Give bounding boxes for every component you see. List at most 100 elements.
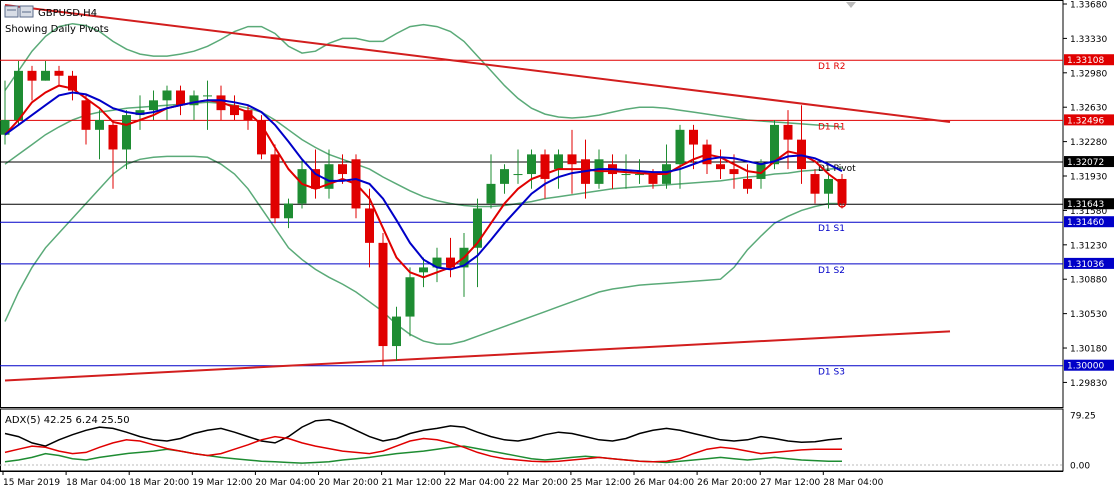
trendline-layer [4, 3, 951, 382]
time-tick-label: 22 Mar 04:00 [445, 478, 505, 488]
candle-bull [14, 70, 23, 120]
pivot-price-tag [1064, 54, 1114, 66]
pivot-price-tag [1064, 216, 1114, 228]
pivot-name-label: D1 R2 [818, 62, 846, 72]
bollinger-middle [4, 101, 843, 208]
adx-tick-label: 79.25 [1070, 412, 1096, 422]
candle-bear [446, 257, 455, 268]
candle-bull [770, 124, 779, 165]
candle-bull [473, 208, 482, 248]
candle-bear [743, 178, 752, 189]
price-tick-label: 1.29830 [1070, 379, 1107, 389]
pivot-price-label: 1.31036 [1067, 260, 1104, 270]
time-tick-label: 20 Mar 04:00 [255, 478, 315, 488]
candle-bear [783, 124, 793, 140]
pivot-price-label: 1.33108 [1067, 56, 1104, 66]
candle-bull [135, 110, 145, 116]
adx-indicator-label: ADX(5) 42.25 6.24 25.50 [5, 415, 130, 426]
candle-bull [675, 129, 685, 165]
candle-bull [122, 115, 131, 150]
candle-bear [567, 154, 577, 165]
time-tick-label: 18 Mar 04:00 [66, 478, 126, 488]
candle-bear [338, 164, 347, 175]
time-tick-label: 25 Mar 12:00 [571, 478, 631, 488]
candle-bull [621, 174, 631, 176]
time-tick-label: 26 Mar 20:00 [697, 478, 757, 488]
candle-bear [648, 174, 658, 184]
candle-bear [378, 242, 388, 347]
time-tick-label: 28 Mar 04:00 [823, 478, 883, 488]
time-tick-label: 18 Mar 20:00 [129, 478, 189, 488]
bollinger-lower [4, 155, 842, 345]
candle-bull [297, 169, 307, 204]
candle-bull [203, 95, 212, 97]
adx-minus-di-line [4, 435, 842, 463]
pivot-price-label: 1.32072 [1067, 158, 1104, 168]
candle-bear [230, 105, 239, 116]
time-tick-label: 15 Mar 2019 [3, 478, 60, 488]
pivot-price-tag [1064, 359, 1114, 371]
candle-bull [486, 183, 496, 204]
current-price-label: 1.31643 [1067, 200, 1104, 210]
candle-bear [257, 119, 266, 155]
adx-plus-di-line [4, 445, 842, 464]
pivot-price-label: 1.30000 [1067, 362, 1104, 372]
candle-bull [324, 164, 334, 189]
price-tick-label: 1.30880 [1070, 276, 1107, 286]
pivot-price-tag [1064, 257, 1114, 269]
candle-bull [284, 203, 293, 219]
candle-bull [500, 169, 509, 184]
moving-average-slow [4, 91, 843, 271]
price-tick-label: 1.33680 [1070, 1, 1107, 11]
candle-bear [108, 124, 118, 150]
candle-bull [162, 90, 172, 101]
candle-bull [189, 95, 199, 106]
price-tick-label: 1.33330 [1070, 35, 1107, 45]
pivot-price-label: 1.31460 [1067, 218, 1104, 228]
candle-bear [243, 110, 253, 120]
trendline [4, 3, 951, 123]
candle-bull [149, 100, 158, 111]
pivot-name-label: D1 R1 [818, 122, 846, 132]
time-tick-label: 26 Mar 04:00 [634, 478, 694, 488]
chart-subtitle: Showing Daily Pivots [5, 24, 109, 35]
price-tick-label: 1.30530 [1070, 310, 1107, 320]
pivot-name-label: D1 S2 [818, 266, 845, 276]
trendline [4, 330, 951, 382]
candle-bull [41, 70, 50, 81]
adx-tick-label: 0.00 [1070, 462, 1090, 472]
price-tick-label: 1.31230 [1070, 241, 1107, 251]
scroll-marker-icon[interactable] [846, 2, 856, 8]
pivot-price-tag [1064, 156, 1114, 168]
price-tick-label: 1.30180 [1070, 345, 1107, 355]
moving-average-fast [4, 84, 843, 279]
candle-bull [432, 257, 442, 268]
price-tick-label: 1.31930 [1070, 173, 1107, 183]
price-tick-label: 1.32630 [1070, 104, 1107, 114]
candle-bull [756, 164, 766, 179]
moving-average-layer [4, 84, 847, 279]
current-price-tag [1064, 198, 1114, 210]
pivot-name-label: D1 S3 [818, 368, 845, 378]
candles-layer [0, 61, 847, 366]
adx-layer [0, 418, 1063, 466]
candle-bull [513, 174, 523, 176]
price-tick-label: 1.31580 [1070, 207, 1107, 217]
pivot-price-label: 1.32496 [1067, 116, 1104, 126]
candle-bear [729, 169, 739, 175]
candle-bear [716, 164, 725, 170]
candle-bull [392, 316, 401, 347]
candle-bear [54, 70, 64, 76]
bollinger-upper [4, 22, 843, 128]
candle-bull [527, 154, 536, 175]
time-tick-label: 22 Mar 20:00 [508, 478, 568, 488]
candle-bull [824, 178, 833, 194]
candle-bull [405, 277, 415, 317]
candle-bear [837, 178, 847, 204]
candle-bull [635, 174, 644, 176]
symbol-icon[interactable] [4, 5, 34, 18]
candle-bear [540, 154, 550, 179]
price-tick-label: 1.32280 [1070, 138, 1107, 148]
